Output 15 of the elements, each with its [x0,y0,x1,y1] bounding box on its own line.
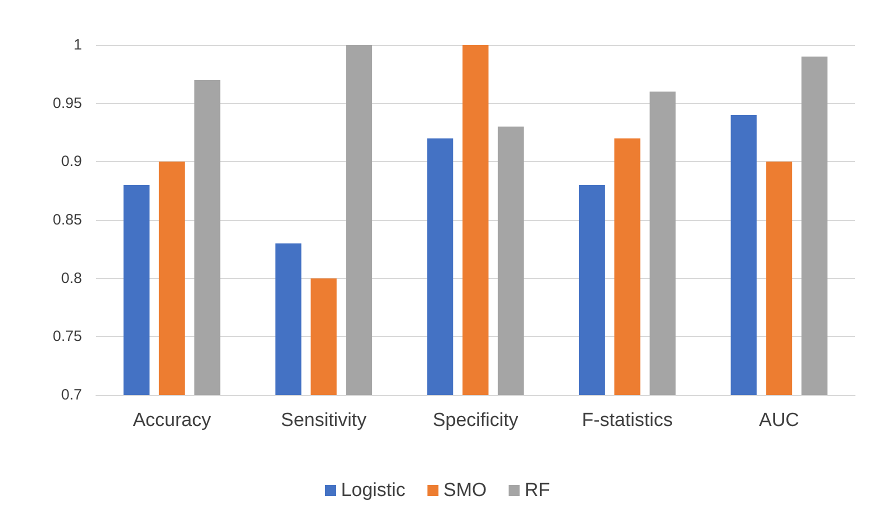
legend-label: SMO [443,480,487,501]
y-tick-label: 0.8 [61,270,82,287]
y-tick-label: 0.7 [61,386,82,404]
y-tick-label: 0.95 [52,94,82,112]
y-tick-label: 1 [74,36,82,54]
x-tick-label: Specificity [432,410,519,431]
x-tick-label: Accuracy [132,410,212,431]
x-tick-label: Sensitivity [280,410,367,431]
y-tick-label: 0.85 [52,212,82,228]
y-tick-label: 0.9 [61,153,82,170]
x-tick-label: AUC [759,410,800,431]
legend-label: Logistic [340,480,406,501]
y-tick-label: 0.75 [52,328,82,346]
x-tick-label: F-statistics [582,410,673,431]
legend-label: RF [524,480,550,501]
